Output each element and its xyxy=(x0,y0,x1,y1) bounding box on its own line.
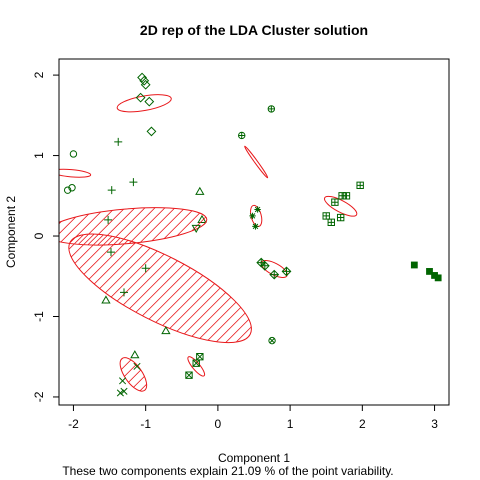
cluster-10 xyxy=(256,257,292,280)
cluster-3 xyxy=(59,137,209,297)
data-point xyxy=(254,206,261,213)
y-tick-label: 1 xyxy=(32,152,46,159)
data-point xyxy=(141,264,150,273)
data-point xyxy=(144,96,155,107)
data-point xyxy=(146,126,157,137)
y-axis-label: Component 2 xyxy=(4,196,18,268)
data-point xyxy=(185,371,193,379)
cluster-shading xyxy=(115,353,152,396)
y-tick-label: -2 xyxy=(32,391,46,402)
data-point xyxy=(116,389,124,397)
data-point xyxy=(114,137,123,146)
data-point xyxy=(107,248,115,257)
data-point xyxy=(259,260,270,271)
data-point xyxy=(63,186,72,194)
x-tick-label: -2 xyxy=(68,417,79,431)
cluster-shading xyxy=(59,202,209,251)
x-tick-label: 1 xyxy=(287,417,294,431)
cluster-8 xyxy=(238,105,276,179)
data-point xyxy=(119,377,127,385)
data-point xyxy=(281,266,292,277)
data-point xyxy=(104,215,113,224)
cluster-ellipse xyxy=(59,168,92,178)
data-point xyxy=(268,337,276,345)
data-point xyxy=(107,186,116,195)
data-point xyxy=(196,353,204,361)
y-tick-label: 0 xyxy=(32,232,46,239)
cluster-ellipse xyxy=(116,94,172,113)
data-point xyxy=(137,72,147,83)
cluster-ellipse xyxy=(59,207,208,246)
data-point xyxy=(434,274,442,282)
data-point xyxy=(133,362,141,370)
chart-title: 2D rep of the LDA Cluster solution xyxy=(140,22,368,38)
data-point xyxy=(410,261,418,269)
x-axis-label: Component 1 xyxy=(218,451,290,465)
cluster-ellipse xyxy=(323,195,358,217)
data-point xyxy=(69,150,78,158)
x-tick-label: 0 xyxy=(215,417,222,431)
cluster-13 xyxy=(410,261,442,282)
x-tick-label: 2 xyxy=(359,417,366,431)
cluster-12 xyxy=(322,181,364,227)
cluster-ellipse xyxy=(244,145,269,179)
data-point xyxy=(197,214,207,224)
data-point xyxy=(101,295,111,304)
cluster-5 xyxy=(116,72,172,137)
data-point xyxy=(135,92,146,103)
data-point xyxy=(238,131,246,140)
data-point xyxy=(139,75,150,86)
data-point xyxy=(327,218,335,227)
y-tick-label: 2 xyxy=(32,71,46,78)
cluster-1 xyxy=(59,150,92,194)
data-point xyxy=(249,212,256,220)
data-point xyxy=(342,192,351,200)
data-point xyxy=(68,184,76,192)
data-point xyxy=(252,223,259,230)
data-point xyxy=(336,213,345,222)
data-point xyxy=(140,79,151,90)
y-tick-label: -1 xyxy=(32,311,46,322)
data-point xyxy=(269,269,280,280)
data-point xyxy=(195,186,205,195)
x-tick-label: 3 xyxy=(431,417,438,431)
data-point xyxy=(191,224,201,233)
data-point xyxy=(267,105,276,113)
cluster-4 xyxy=(115,353,152,397)
data-point xyxy=(130,350,140,359)
plot-frame xyxy=(58,58,450,406)
data-point xyxy=(129,178,138,187)
cluster-6 xyxy=(191,224,201,233)
cluster-7 xyxy=(185,353,206,379)
cluster-ellipse xyxy=(119,357,148,392)
data-point xyxy=(120,387,128,395)
data-point xyxy=(120,288,128,297)
data-point xyxy=(331,198,339,206)
cluster-9 xyxy=(249,204,263,230)
chart-footnote: These two components explain 21.09 % of … xyxy=(62,464,393,478)
data-point xyxy=(426,268,433,275)
x-tick-label: -1 xyxy=(140,417,151,431)
data-point xyxy=(356,181,364,190)
cluster-11 xyxy=(268,337,276,345)
data-point xyxy=(322,212,330,220)
data-point xyxy=(161,325,171,335)
